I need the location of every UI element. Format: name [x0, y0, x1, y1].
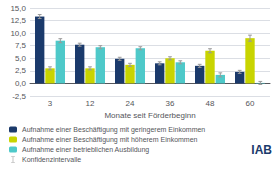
- svg-text:12,5: 12,5: [10, 16, 26, 25]
- svg-text:Konfidenzintervalle: Konfidenzintervalle: [22, 156, 81, 163]
- svg-text:12: 12: [86, 99, 95, 108]
- svg-text:-2,5: -2,5: [12, 92, 26, 101]
- svg-text:Aufnahme einer Beschäftigung m: Aufnahme einer Beschäftigung mit höherem…: [22, 136, 198, 144]
- svg-text:36: 36: [166, 99, 175, 108]
- svg-text:5,0: 5,0: [15, 54, 27, 63]
- svg-text:0,0: 0,0: [15, 79, 27, 88]
- svg-text:48: 48: [206, 99, 215, 108]
- svg-text:IAB: IAB: [251, 143, 272, 157]
- svg-text:24: 24: [126, 99, 135, 108]
- svg-text:3: 3: [48, 99, 53, 108]
- svg-text:Aufnahme einer betrieblichen A: Aufnahme einer betrieblichen Ausbildung: [22, 146, 149, 154]
- svg-text:2,5: 2,5: [15, 66, 27, 75]
- svg-text:15,0: 15,0: [10, 4, 26, 13]
- svg-text:10,0: 10,0: [10, 29, 26, 38]
- svg-text:Monate seit Förderbeginn: Monate seit Förderbeginn: [104, 111, 195, 120]
- svg-text:60: 60: [246, 99, 255, 108]
- svg-text:7,5: 7,5: [15, 41, 27, 50]
- svg-text:Aufnahme einer Beschäftigung m: Aufnahme einer Beschäftigung mit geringe…: [22, 126, 205, 134]
